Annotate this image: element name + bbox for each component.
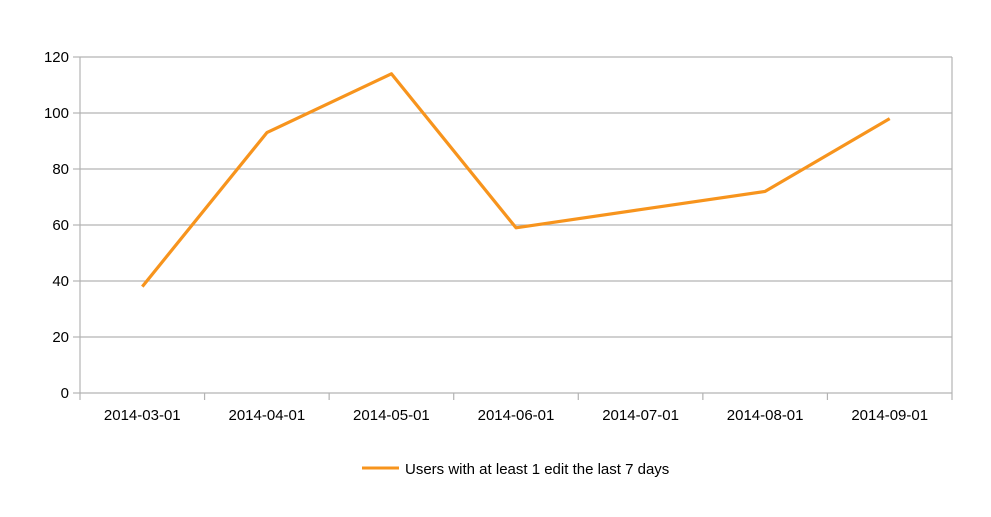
x-tick-label: 2014-05-01 <box>353 407 430 424</box>
x-tick-label: 2014-06-01 <box>478 407 555 424</box>
legend-label: Users with at least 1 edit the last 7 da… <box>405 461 669 478</box>
gridlines <box>80 56 952 394</box>
legend: Users with at least 1 edit the last 7 da… <box>362 461 669 478</box>
x-tick-label: 2014-08-01 <box>727 407 804 424</box>
series-lines <box>141 72 891 288</box>
series-line <box>141 72 891 288</box>
y-tick-label: 20 <box>52 329 69 346</box>
y-tick-labels: 0 20 40 60 80 100 120 <box>44 49 69 402</box>
x-tick-label: 2014-03-01 <box>104 407 181 424</box>
y-tick-label: 80 <box>52 161 69 178</box>
x-tick-label: 2014-04-01 <box>228 407 305 424</box>
y-tick-label: 0 <box>61 385 69 402</box>
axes <box>73 56 953 400</box>
y-tick-label: 120 <box>44 49 69 66</box>
y-tick-label: 40 <box>52 273 69 290</box>
x-tick-label: 2014-09-01 <box>851 407 928 424</box>
x-tick-labels: 2014-03-01 2014-04-01 2014-05-01 2014-06-01… <box>104 407 928 424</box>
y-tick-label: 100 <box>44 105 69 122</box>
y-tick-label: 60 <box>52 217 69 234</box>
x-tick-label: 2014-07-01 <box>602 407 679 424</box>
